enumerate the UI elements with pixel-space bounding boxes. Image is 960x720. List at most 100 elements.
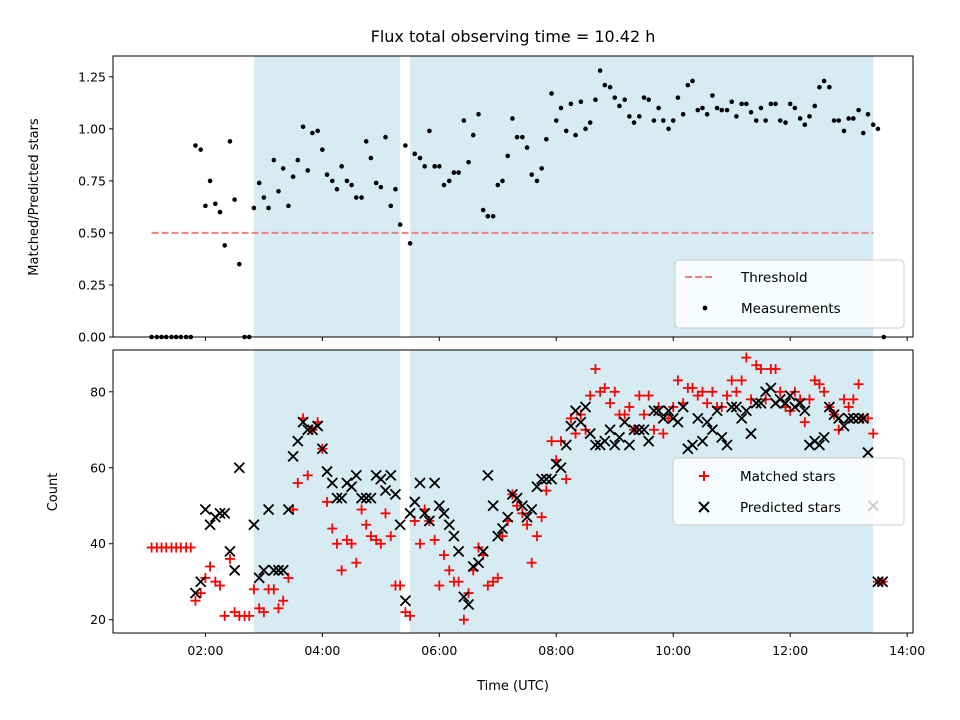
measurement-point bbox=[807, 114, 812, 119]
matched-star-point bbox=[755, 363, 766, 374]
predicted-star-point bbox=[262, 503, 275, 516]
measurement-point bbox=[758, 105, 764, 111]
predicted-star-point bbox=[579, 401, 592, 413]
predicted-star-point bbox=[701, 416, 713, 428]
predicted-star-point bbox=[312, 420, 324, 432]
matched-star-point bbox=[609, 386, 620, 397]
measurement-point bbox=[631, 120, 637, 125]
predicted-star-point bbox=[496, 522, 509, 535]
predicted-star-point bbox=[219, 507, 231, 519]
measurement-point bbox=[495, 182, 501, 188]
predicted-star-point bbox=[609, 439, 621, 451]
predicted-star-point bbox=[857, 412, 869, 425]
measurement-point bbox=[827, 84, 832, 90]
predicted-star-point bbox=[838, 420, 850, 432]
predicted-star-point bbox=[472, 557, 485, 569]
matched-star-point bbox=[336, 565, 347, 576]
matched-star-point bbox=[624, 401, 635, 412]
matched-star-point bbox=[741, 352, 752, 363]
predicted-star-point bbox=[268, 564, 280, 576]
measurement-point bbox=[534, 178, 540, 184]
measurement-point bbox=[841, 128, 847, 134]
measurement-point bbox=[412, 151, 418, 157]
predicted-star-point bbox=[779, 397, 792, 409]
measurement-point bbox=[836, 118, 842, 123]
measurement-point bbox=[310, 130, 315, 136]
predicted-star-point bbox=[467, 560, 479, 573]
matched-star-point bbox=[638, 409, 649, 420]
measurement-point bbox=[373, 180, 379, 186]
measurement-point bbox=[520, 134, 525, 140]
predicted-star-point bbox=[521, 511, 533, 523]
measurement-point bbox=[777, 118, 783, 123]
matched-star-point bbox=[736, 375, 747, 386]
legend-matched-label: Matched stars bbox=[740, 469, 836, 485]
predicted-star-point bbox=[726, 401, 738, 413]
matched-star-point bbox=[605, 398, 616, 409]
predicted-star-point bbox=[297, 416, 309, 428]
predicted-star-point bbox=[385, 469, 397, 481]
matched-star-point bbox=[541, 485, 552, 496]
measurement-point bbox=[783, 120, 788, 125]
observing-span-1 bbox=[253, 350, 401, 633]
x-axis-label: Time (UTC) bbox=[476, 679, 549, 694]
measurement-point bbox=[773, 101, 778, 107]
measurement-point bbox=[344, 178, 350, 184]
top-legend-box bbox=[674, 259, 905, 329]
predicted-star-point bbox=[652, 405, 665, 417]
predicted-star-point bbox=[740, 405, 752, 417]
predicted-star-point bbox=[633, 424, 645, 436]
measurement-point bbox=[719, 107, 725, 113]
measurement-point bbox=[768, 101, 774, 107]
matched-star-point bbox=[590, 363, 601, 374]
predicted-star-point bbox=[847, 412, 859, 425]
top-axes-frame bbox=[112, 55, 914, 338]
matched-star-point bbox=[838, 394, 849, 405]
predicted-star-point bbox=[536, 473, 548, 485]
predicted-star-point bbox=[799, 405, 811, 417]
predicted-star-point bbox=[414, 477, 426, 489]
predicted-star-point bbox=[292, 435, 304, 447]
matched-star-point bbox=[438, 550, 449, 561]
matched-star-point bbox=[672, 375, 683, 386]
matched-star-point bbox=[687, 382, 698, 393]
predicted-star-point bbox=[394, 519, 406, 531]
matched-star-point bbox=[215, 580, 226, 591]
matched-star-point bbox=[648, 424, 659, 435]
predicted-star-point bbox=[502, 511, 514, 523]
measurement-point bbox=[359, 195, 364, 200]
measurement-point bbox=[802, 122, 808, 127]
measurement-point bbox=[320, 147, 325, 152]
measurement-point bbox=[714, 105, 720, 111]
measurement-point bbox=[690, 78, 695, 84]
measurement-point bbox=[666, 126, 671, 132]
predicted-star-point bbox=[277, 564, 289, 576]
predicted-star-point bbox=[750, 397, 762, 409]
matched-star-point bbox=[775, 386, 786, 397]
measurement-point bbox=[704, 111, 710, 117]
measurement-point bbox=[393, 186, 398, 192]
predicted-star-point bbox=[843, 412, 855, 425]
measurement-point bbox=[846, 116, 851, 121]
predicted-star-point bbox=[643, 435, 655, 447]
matched-star-point bbox=[351, 557, 362, 568]
legend-threshold-label: Threshold bbox=[740, 270, 808, 286]
measurement-point bbox=[792, 105, 798, 111]
measurement-point bbox=[587, 120, 593, 125]
predicted-star-point bbox=[872, 576, 884, 588]
y-tick-label: 60 bbox=[90, 460, 106, 475]
measurement-point bbox=[553, 118, 559, 123]
measurement-point bbox=[817, 84, 822, 90]
matched-star-point bbox=[482, 580, 493, 591]
predicted-star-point bbox=[584, 427, 596, 440]
matched-star-point bbox=[599, 382, 610, 393]
matched-star-point bbox=[292, 477, 303, 488]
predicted-star-point bbox=[692, 412, 704, 425]
matched-star-point bbox=[702, 398, 713, 409]
bottom-x-ticks: 02:00 04:00 06:00 08:00 10:00 12:00 14:00 bbox=[187, 633, 925, 658]
measurement-point bbox=[670, 118, 676, 123]
predicted-star-point bbox=[458, 591, 470, 603]
measurement-point bbox=[870, 122, 876, 127]
measurement-point bbox=[490, 213, 496, 219]
